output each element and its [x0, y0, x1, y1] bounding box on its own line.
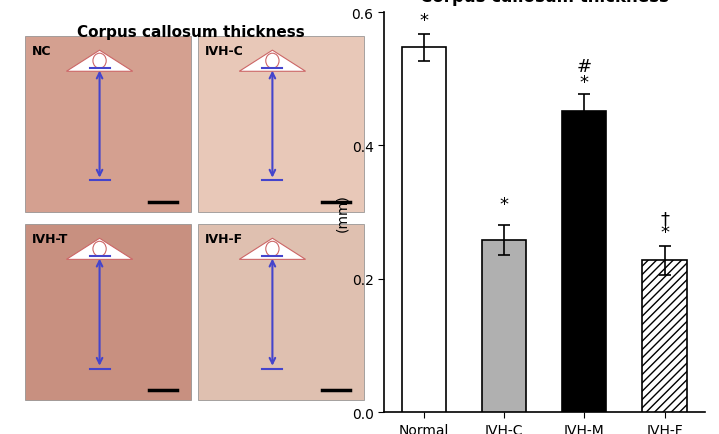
Bar — [562, 112, 606, 412]
Title: Corpus callosum thickness: Corpus callosum thickness — [420, 0, 669, 6]
Text: *: * — [580, 74, 589, 92]
Text: NC: NC — [32, 45, 52, 58]
Polygon shape — [239, 239, 306, 260]
Text: IVH-C: IVH-C — [205, 45, 244, 58]
Polygon shape — [239, 51, 306, 72]
Circle shape — [93, 242, 106, 257]
Text: *: * — [419, 12, 429, 30]
Text: IVH-F: IVH-F — [205, 233, 243, 246]
Bar — [402, 48, 446, 412]
Y-axis label: (mm): (mm) — [335, 194, 349, 232]
Circle shape — [266, 242, 279, 257]
Text: IVH-T: IVH-T — [32, 233, 68, 246]
Text: #: # — [577, 58, 592, 76]
Polygon shape — [66, 239, 133, 260]
Circle shape — [93, 54, 106, 69]
Polygon shape — [66, 51, 133, 72]
Text: †: † — [660, 209, 669, 227]
Text: *: * — [500, 196, 509, 214]
Text: *: * — [660, 224, 669, 242]
Bar — [482, 240, 526, 412]
Circle shape — [266, 54, 279, 69]
Bar — [643, 260, 687, 412]
Text: Corpus callosum thickness: Corpus callosum thickness — [77, 25, 305, 40]
